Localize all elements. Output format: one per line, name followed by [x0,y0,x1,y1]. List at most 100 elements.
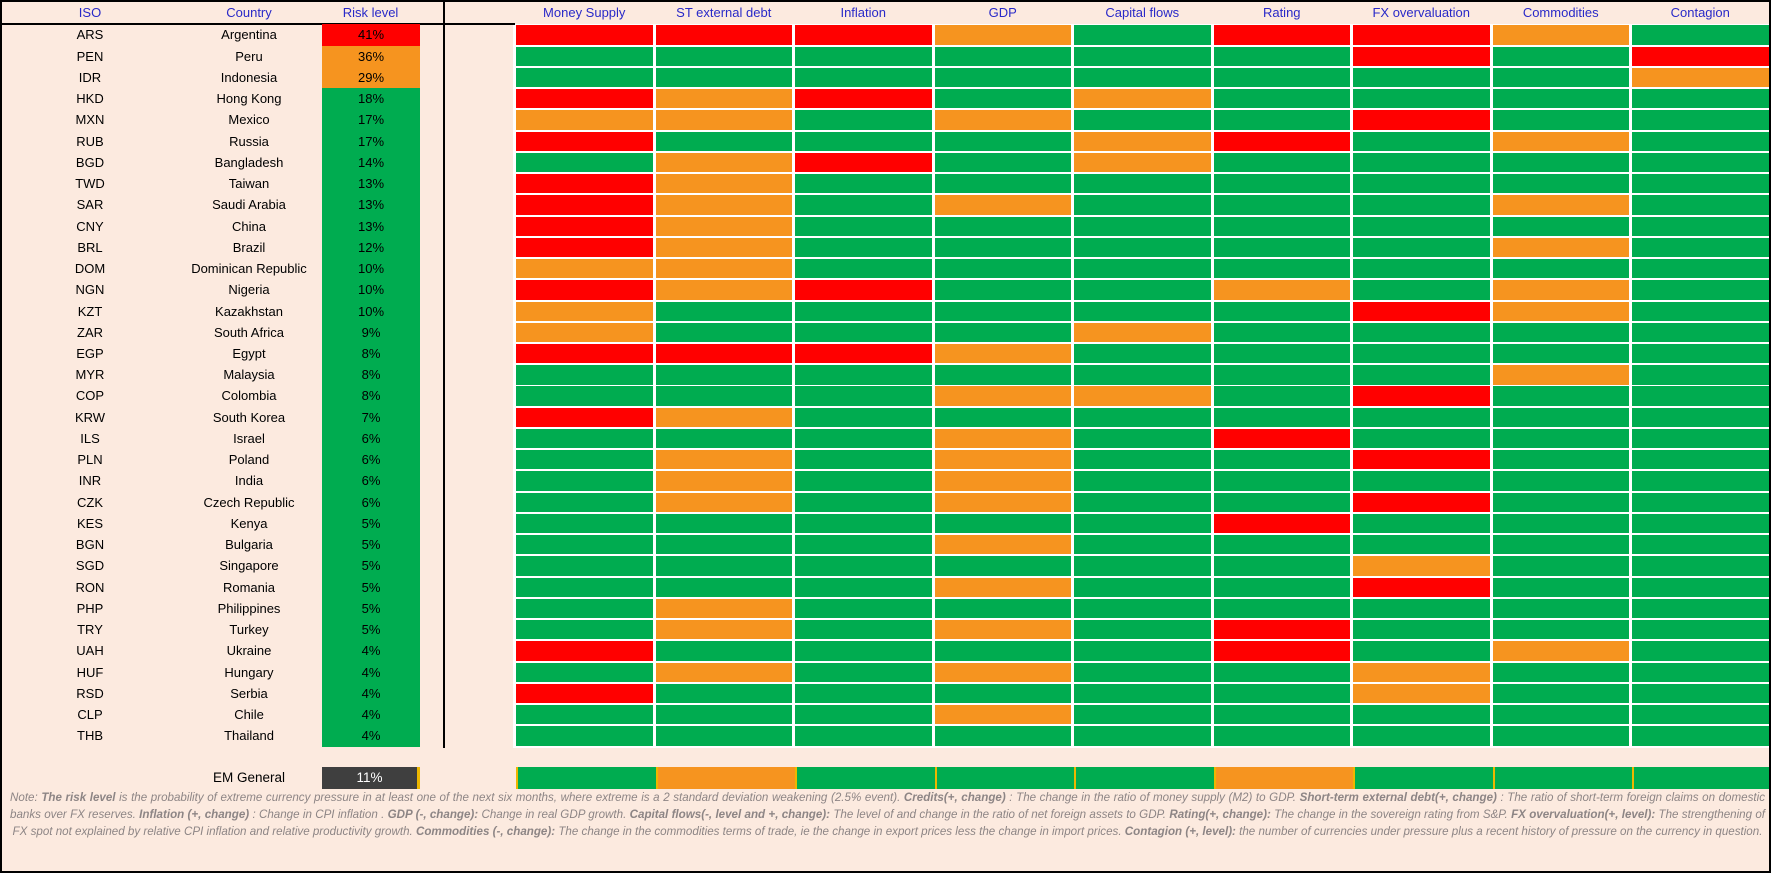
heat-cell[interactable] [516,174,653,194]
heat-cell[interactable] [1353,344,1490,364]
heat-cell[interactable] [1492,726,1629,746]
heat-cell[interactable] [795,89,932,109]
heat-cell[interactable] [655,683,792,704]
heat-cell[interactable] [795,450,932,470]
heat-cell[interactable] [1632,726,1769,746]
heat-cell[interactable] [1353,450,1490,470]
heat-cell[interactable] [934,237,1071,258]
heat-cell[interactable] [655,237,792,258]
heat-cell[interactable] [655,259,792,279]
heat-cell[interactable] [1074,513,1211,534]
heat-cell[interactable] [795,598,932,619]
heat-cell[interactable] [1353,280,1490,300]
heat-cell[interactable] [1632,365,1769,385]
heat-cell[interactable] [795,216,932,236]
heat-cell[interactable] [1213,577,1350,597]
heat-cell[interactable] [516,450,653,470]
heat-cell[interactable] [655,535,792,555]
heat-cell[interactable] [1213,556,1350,576]
heat-cell[interactable] [1632,683,1769,704]
heat-cell[interactable] [516,577,653,597]
heat-cell[interactable] [934,365,1071,385]
heat-cell[interactable] [1632,216,1769,236]
heat-cell[interactable] [516,428,653,449]
heat-cell[interactable] [1632,428,1769,449]
heat-cell[interactable] [1492,471,1629,491]
heat-cell[interactable] [1353,428,1490,449]
heat-cell[interactable] [516,67,653,88]
heat-cell[interactable] [516,344,653,364]
heat-cell[interactable] [1074,25,1211,45]
heat-cell[interactable] [1492,556,1629,576]
heat-cell[interactable] [934,620,1071,640]
heat-cell[interactable] [655,89,792,109]
risk-level-cell[interactable]: 7% [322,406,420,429]
heat-cell[interactable] [795,620,932,640]
summary-risk-cell[interactable]: 11% [322,767,420,789]
heat-cell[interactable] [1074,237,1211,258]
heat-cell[interactable] [795,67,932,88]
heat-cell[interactable] [655,110,792,130]
heat-cell[interactable] [655,131,792,151]
heat-cell[interactable] [1353,662,1490,682]
heat-cell[interactable] [1074,89,1211,109]
heat-cell[interactable] [1353,259,1490,279]
heat-cell[interactable] [1492,259,1629,279]
heat-cell[interactable] [1074,131,1211,151]
heat-cell[interactable] [655,174,792,194]
heat-cell[interactable] [516,492,653,512]
heat-cell[interactable] [1353,683,1490,704]
heat-cell[interactable] [1632,110,1769,130]
heat-cell[interactable] [1074,556,1211,576]
heat-cell[interactable] [1074,110,1211,130]
heat-cell[interactable] [1074,620,1211,640]
risk-level-cell[interactable]: 4% [322,682,420,705]
heat-cell[interactable] [934,301,1071,321]
heat-cell[interactable] [1353,471,1490,491]
heat-cell[interactable] [795,195,932,215]
heat-cell[interactable] [1353,705,1490,725]
heat-cell[interactable] [1492,280,1629,300]
heat-cell[interactable] [795,726,932,746]
heat-cell[interactable] [1213,89,1350,109]
heat-cell[interactable] [1353,25,1490,45]
heat-cell[interactable] [1074,46,1211,66]
heat-cell[interactable] [1213,386,1350,406]
heat-cell[interactable] [934,556,1071,576]
heat-cell[interactable] [1074,428,1211,449]
heat-cell[interactable] [1074,344,1211,364]
risk-level-cell[interactable]: 13% [322,194,420,217]
heat-cell[interactable] [934,471,1071,491]
summary-heat-cell[interactable] [655,767,795,789]
heat-cell[interactable] [1353,67,1490,88]
heat-cell[interactable] [516,598,653,619]
risk-level-cell[interactable]: 5% [322,512,420,535]
heat-cell[interactable] [516,46,653,66]
heat-cell[interactable] [1074,726,1211,746]
heat-cell[interactable] [1632,471,1769,491]
heat-cell[interactable] [795,513,932,534]
heat-cell[interactable] [1353,131,1490,151]
summary-heat-cell[interactable] [1074,767,1214,789]
heat-cell[interactable] [655,471,792,491]
heat-cell[interactable] [1632,67,1769,88]
heat-cell[interactable] [934,450,1071,470]
heat-cell[interactable] [516,535,653,555]
risk-level-cell[interactable]: 6% [322,427,420,450]
heat-cell[interactable] [1492,535,1629,555]
heat-cell[interactable] [655,641,792,661]
heat-cell[interactable] [1353,386,1490,406]
risk-level-cell[interactable]: 8% [322,364,420,387]
risk-level-cell[interactable]: 4% [322,640,420,663]
heat-cell[interactable] [1074,471,1211,491]
heat-cell[interactable] [1213,25,1350,45]
heat-cell[interactable] [655,365,792,385]
risk-level-cell[interactable]: 5% [322,597,420,620]
heat-cell[interactable] [516,407,653,428]
risk-level-cell[interactable]: 10% [322,258,420,280]
heat-cell[interactable] [1074,535,1211,555]
heat-cell[interactable] [1074,705,1211,725]
heat-cell[interactable] [795,110,932,130]
heat-cell[interactable] [1074,641,1211,661]
heat-cell[interactable] [1632,386,1769,406]
